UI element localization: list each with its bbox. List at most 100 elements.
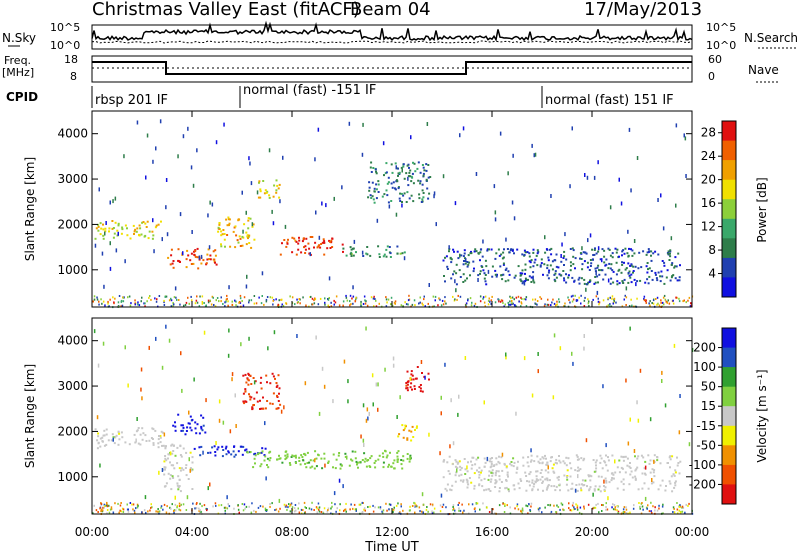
power-echo-region — [94, 220, 162, 240]
power-echo-region — [342, 245, 406, 258]
colorbar-segment — [722, 464, 736, 485]
power-colorbar-label: Power [dB] — [755, 177, 769, 242]
freq-left-tick-high: 18 — [64, 53, 78, 66]
colorbar-tick-label: -50 — [696, 438, 716, 452]
colorbar-frame — [721, 327, 737, 505]
power-panel: 1000 2000 3000 4000 Slant Range [km] 4 8 12 16… — [23, 110, 769, 309]
y-tick-label: 4000 — [57, 127, 88, 141]
colorbar-segment — [722, 347, 736, 368]
noise-search-trace — [91, 40, 693, 44]
x-tick-label: 04:00 — [175, 525, 210, 539]
y-tick-label: 3000 — [57, 379, 88, 393]
colorbar-tick-label: 100 — [693, 360, 716, 374]
colorbar-tick-label: 24 — [701, 149, 716, 163]
power-echo-region — [279, 236, 344, 256]
power-echo-region — [257, 179, 281, 199]
colorbar-segment — [722, 425, 736, 446]
colorbar-tick-label: 200 — [693, 341, 716, 355]
x-tick-label: 20:00 — [575, 525, 610, 539]
colorbar-tick-label: 50 — [701, 380, 716, 394]
y-tick-label: 4000 — [57, 334, 88, 348]
colorbar-segment — [722, 484, 736, 505]
velocity-ylabel: Slant Range [km] — [23, 364, 37, 468]
velocity-ground-scatter — [92, 501, 694, 516]
power-speckle — [94, 119, 687, 295]
freq-panel: Freq. [MHz] 18 8 60 0 Nave — [2, 53, 780, 83]
colorbar-tick-label: 12 — [701, 220, 716, 234]
cpid-segment-1: rbsp 201 IF — [95, 93, 168, 108]
y-tick-label: 2000 — [57, 217, 88, 231]
power-echo-region — [442, 247, 681, 286]
velocity-echo-region — [94, 427, 164, 450]
nave-right-label: Nave — [748, 63, 779, 77]
nave-right-tick-low: 0 — [708, 70, 715, 83]
velocity-speckle — [93, 324, 694, 503]
noise-sky-trace — [91, 20, 693, 42]
date-label: 17/May/2013 — [584, 0, 702, 20]
colorbar-segment — [722, 257, 736, 278]
x-tick-label: 08:00 — [275, 525, 310, 539]
colorbar-tick-label: 15 — [701, 399, 716, 413]
colorbar-tick-label: 16 — [701, 196, 716, 210]
colorbar-tick-label: 4 — [708, 267, 716, 281]
colorbar-tick-label: 20 — [701, 173, 716, 187]
colorbar-segment — [722, 367, 736, 388]
freq-left-label-1: Freq. — [4, 54, 31, 67]
velocity-echo-region — [193, 445, 267, 458]
colorbar-tick-label: 28 — [701, 126, 716, 140]
power-echo-region — [217, 216, 256, 249]
colorbar-tick-label: -200 — [689, 477, 716, 491]
y-tick-label: 2000 — [57, 424, 88, 438]
noise-left-tick-low: 10^0 — [50, 39, 80, 52]
title: Christmas Valley East (fitACF) — [92, 0, 360, 20]
colorbar-segment — [722, 140, 736, 161]
noise-right-label: N.Search — [744, 31, 798, 45]
cpid-segment-3: normal (fast) 151 IF — [545, 93, 674, 108]
colorbar-tick-label: -100 — [689, 458, 716, 472]
colorbar-segment — [722, 218, 736, 239]
velocity-colorbar-label: Velocity [m s⁻¹] — [755, 369, 769, 462]
nave-right-tick-high: 60 — [708, 53, 722, 66]
freq-left-tick-low: 8 — [70, 70, 77, 83]
velocity-echo-region — [172, 413, 207, 436]
colorbar-tick-label: 8 — [708, 243, 716, 257]
colorbar-segment — [722, 445, 736, 466]
velocity-echo-region — [442, 454, 682, 493]
y-tick-label: 1000 — [57, 263, 88, 277]
power-echo-region — [167, 247, 218, 270]
noise-panel: N.Sky 10^5 10^0 10^5 10^0 N.Search — [2, 20, 798, 52]
velocity-echo-region — [246, 449, 412, 470]
colorbar-segment — [722, 238, 736, 259]
freq-left-label-2: [MHz] — [2, 66, 34, 79]
time-axis: 00:00 04:00 08:00 12:00 16:00 20:00 00:00 — [75, 525, 710, 539]
colorbar-segment — [722, 406, 736, 427]
power-ylabel: Slant Range [km] — [23, 157, 37, 261]
colorbar-segment — [722, 199, 736, 220]
noise-right-tick-high: 10^5 — [706, 21, 736, 34]
cpid-row: CPID rbsp 201 IF normal (fast) -151 IF n… — [6, 83, 674, 108]
noise-right-tick-low: 10^0 — [706, 39, 736, 52]
y-tick-label: 3000 — [57, 172, 88, 186]
colorbar-frame — [721, 120, 737, 298]
x-tick-label: 16:00 — [475, 525, 510, 539]
x-tick-label: 12:00 — [375, 525, 410, 539]
noise-left-tick-high: 10^5 — [50, 21, 80, 34]
cpid-label: CPID — [6, 90, 38, 104]
velocity-echo-region — [397, 424, 418, 442]
colorbar-segment — [722, 277, 736, 298]
x-axis-label: Time UT — [364, 540, 418, 554]
y-tick-label: 1000 — [57, 470, 88, 484]
colorbar-tick-label: -15 — [696, 419, 716, 433]
beam-label: Beam 04 — [350, 0, 431, 20]
colorbar-segment — [722, 160, 736, 181]
colorbar-segment — [722, 386, 736, 407]
velocity-echo-region — [162, 443, 194, 493]
velocity-echo-region — [405, 366, 430, 393]
colorbar-segment — [722, 121, 736, 142]
power-ground-scatter — [92, 294, 694, 309]
noise-left-label: N.Sky — [2, 31, 36, 45]
x-tick-label: 00:00 — [75, 525, 110, 539]
velocity-panel: 1000 2000 3000 4000 Slant Range [km] 200 100… — [23, 317, 769, 516]
power-echo-region — [367, 161, 432, 204]
